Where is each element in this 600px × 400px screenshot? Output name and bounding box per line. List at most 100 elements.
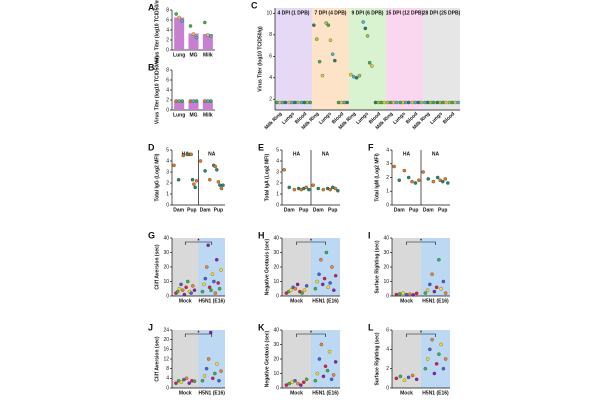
data-point [179,380,184,384]
data-point [351,74,356,79]
data-point [180,99,184,103]
data-point [410,373,415,378]
data-point [382,100,386,105]
section-label: HA [403,151,411,157]
data-point [434,285,439,290]
data-point [301,380,306,384]
y-tick-label: 24 [163,327,169,333]
data-point [293,286,298,291]
data-point [322,276,327,281]
data-point [214,257,219,262]
data-point [443,357,448,361]
data-point [425,100,430,105]
y-tick-label: 2 [166,180,169,186]
panel-letter: F [368,142,374,152]
y-tick-label: 2 [166,97,169,103]
data-point [192,182,196,186]
data-point [431,179,436,184]
data-point [354,76,359,80]
data-point [216,180,221,184]
x-tick-label: Pup [299,207,308,213]
group-label: 9 DPI (6 DPB) [352,10,384,16]
data-point [202,282,206,287]
y-tick-label: 20 [163,264,169,270]
section-label: NA [432,151,440,157]
data-point [410,100,415,105]
data-point [290,100,294,105]
data-point [205,265,209,269]
data-point [180,288,185,292]
data-point [406,375,411,380]
data-point [182,292,187,297]
y-tick-label: 8 [166,7,169,13]
data-point [293,378,297,383]
panel-letter: J [148,322,153,332]
data-point [392,164,396,169]
y-axis-label: Virus Titer (log10 TCID50/ml) [154,0,160,64]
data-point [206,99,210,103]
data-point [202,374,207,378]
data-point [413,100,418,105]
data-point [293,100,297,105]
data-point [431,100,436,105]
y-tick-label: 2 [386,175,389,181]
x-tick-label: H5N1 (E16) [312,390,339,396]
data-point [316,186,320,191]
data-point [290,380,294,384]
data-point [200,289,205,294]
significance-label: * [198,330,200,336]
y-axis-label: Cliff Aversion (sec) [154,244,160,290]
data-point [317,357,322,361]
group-label: 7 DPI (4 DPB) [315,10,347,16]
data-point [209,99,213,103]
data-point [365,34,370,38]
data-point [172,163,176,168]
data-point [283,100,288,105]
data-point [282,168,286,172]
data-point [208,330,213,335]
y-axis-label: Negative Geotaxis (sec) [264,330,270,387]
x-tick-label: Lungs [318,111,333,126]
data-point [394,376,399,381]
data-point [321,374,326,379]
y-tick-label: 5 [166,147,169,153]
y-tick-label: 20 [273,356,279,362]
y-tick-label: 30 [383,250,389,256]
data-point [456,100,460,105]
data-point [308,100,312,105]
data-point [193,185,197,190]
section-label: NA [322,151,330,157]
y-tick-label: 2 [269,97,272,103]
y-tick-label: 0 [166,202,169,208]
data-point [206,33,210,37]
y-tick-label: 0 [386,202,389,208]
data-point [207,285,212,290]
data-point [188,99,193,103]
x-tick-label: Lungs [355,111,370,126]
data-point [174,99,178,103]
data-point [430,272,434,276]
x-tick-label: H5N1 (E16) [199,298,226,304]
data-point [432,289,437,294]
y-axis-label: Total IgG (Log2 MFI) [154,153,160,201]
data-point [219,369,223,373]
data-point [357,73,362,78]
data-point [430,337,434,342]
data-point [191,284,195,288]
data-point [311,183,315,187]
y-tick-label: 20 [273,264,279,270]
data-point [361,20,365,24]
data-point [289,288,293,292]
x-tick-label: Pup [438,207,447,213]
data-point [428,347,432,352]
y-tick-label: 0 [166,385,169,391]
bar [188,101,199,110]
bar [188,33,199,50]
data-point [213,291,218,295]
y-tick-label: 30 [163,250,169,256]
data-point [398,374,403,379]
data-point [425,288,430,292]
data-point [287,381,291,386]
significance-bracket [296,241,326,245]
data-point [416,100,421,105]
